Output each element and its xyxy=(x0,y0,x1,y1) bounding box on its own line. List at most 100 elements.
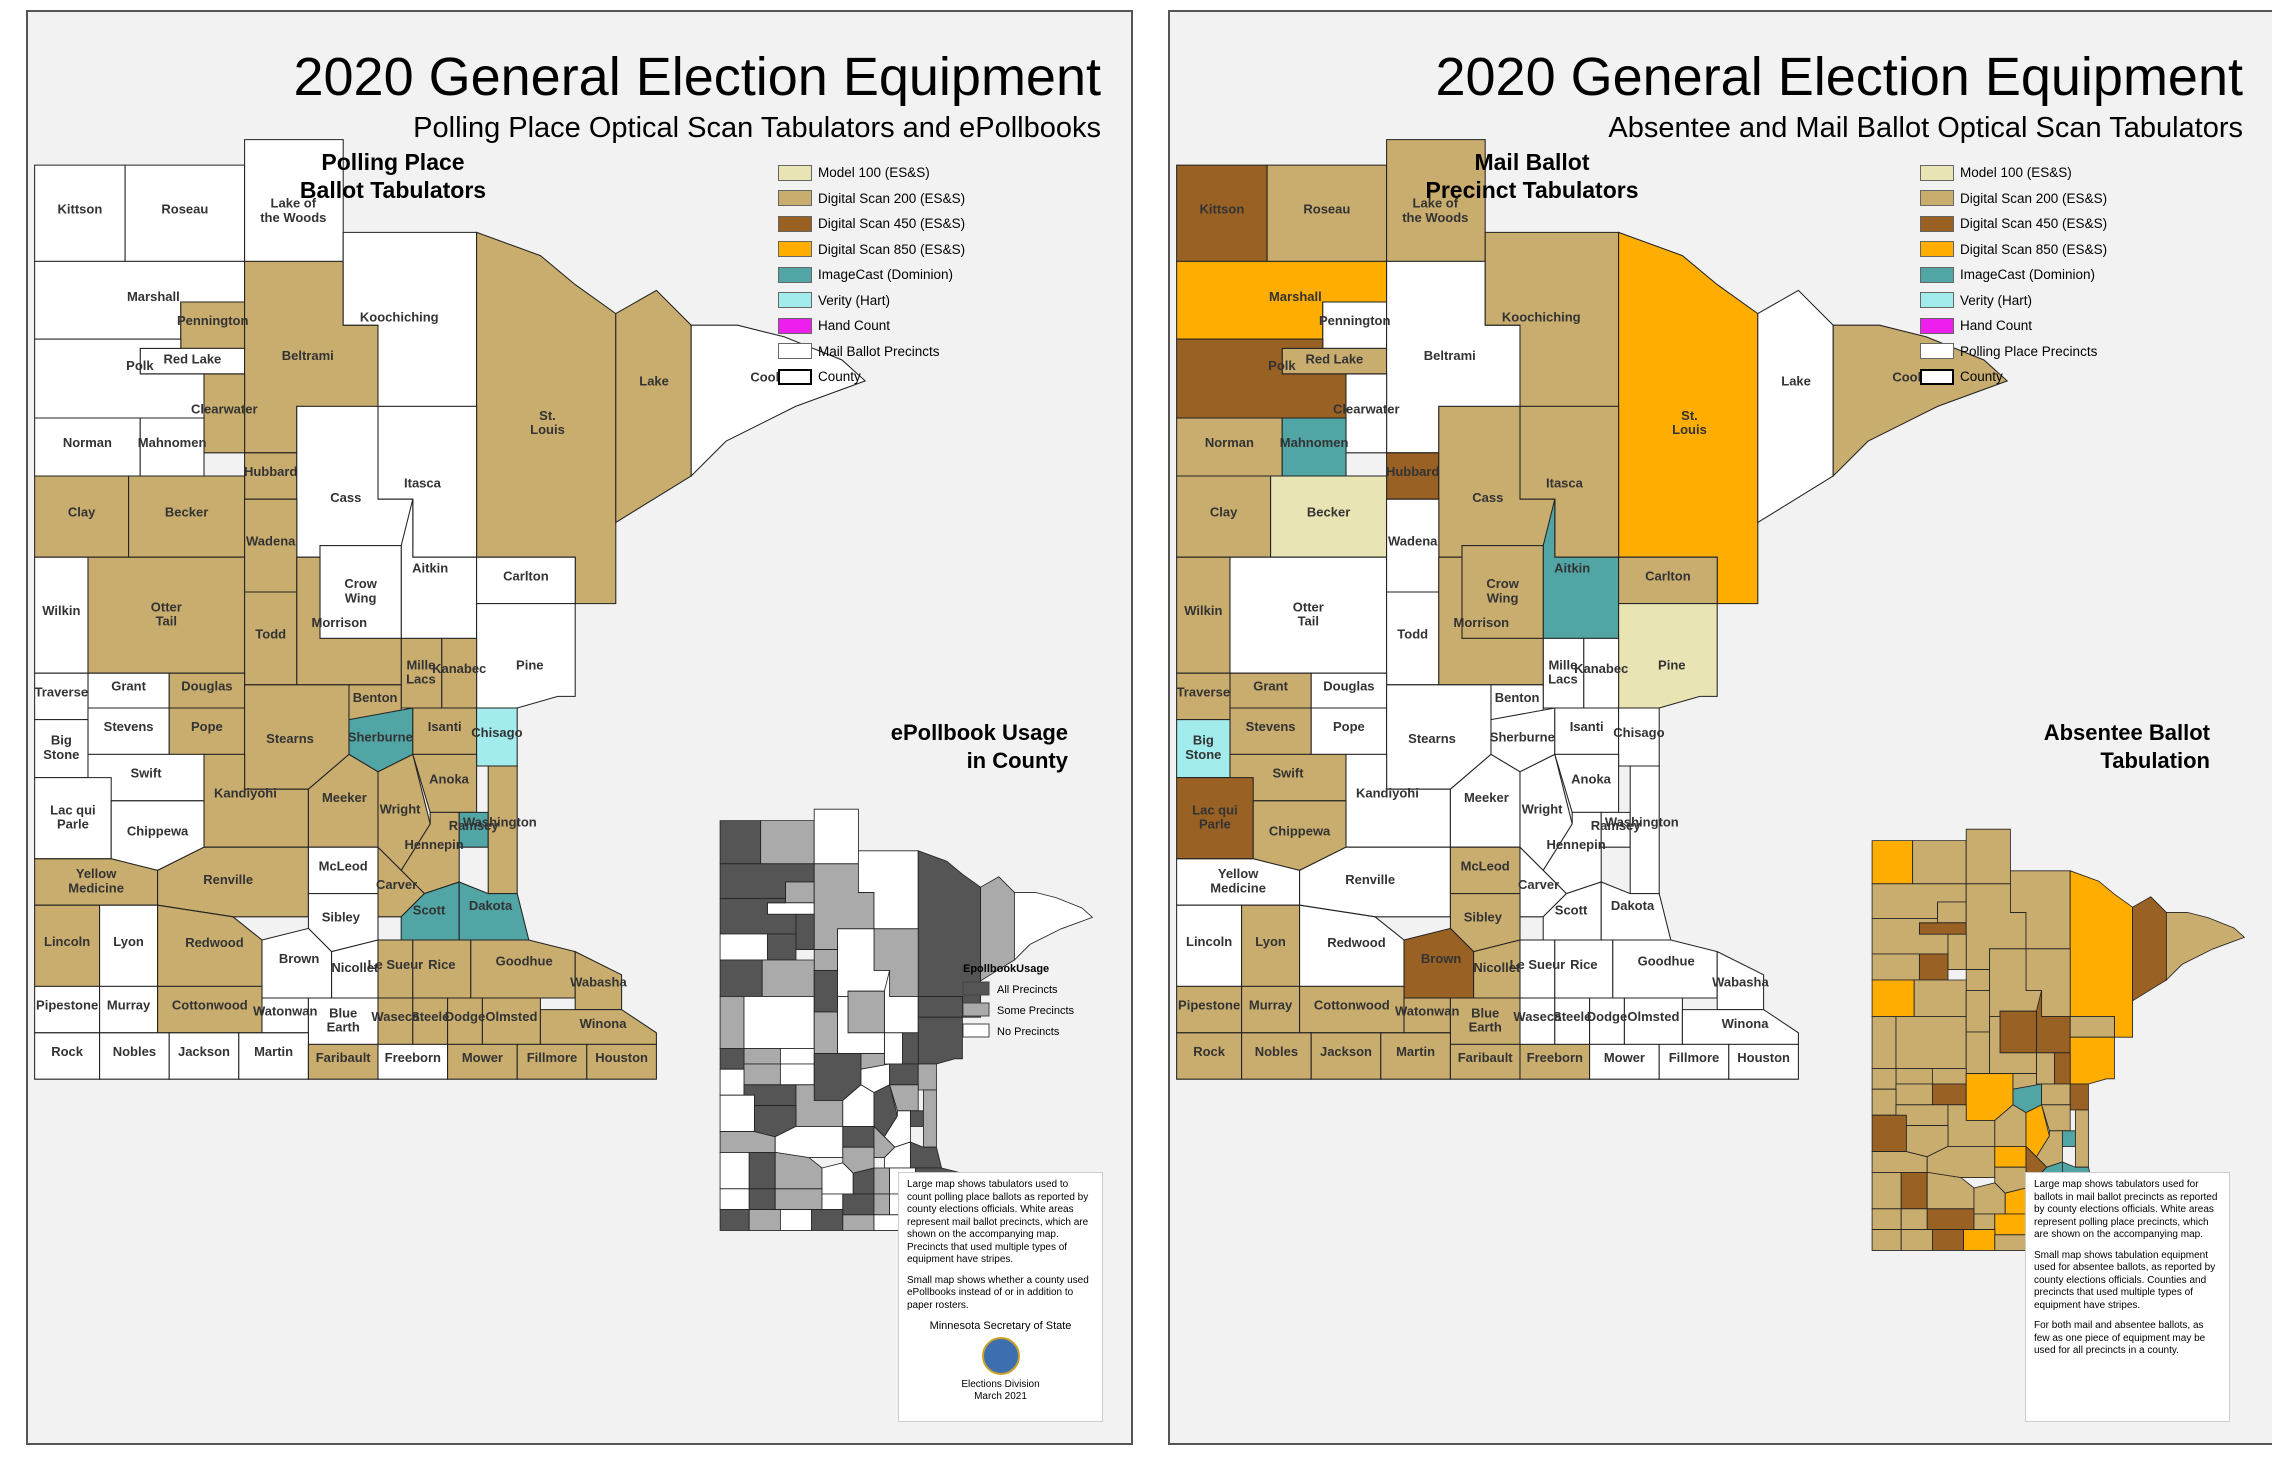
legend-swatch-digital-scan-200-es-s xyxy=(1920,190,1954,207)
inset-county-wadena xyxy=(813,969,839,1013)
legend-label-county: County xyxy=(818,369,861,385)
legend-row-model-100-es-s: Model 100 (ES&S) xyxy=(778,160,965,186)
county-label-wilkin: Wilkin xyxy=(42,603,80,618)
county-label-lac-qui-parle: Lac qui Parle xyxy=(1192,802,1238,831)
county-label-faribault: Faribault xyxy=(316,1050,372,1065)
inset-county-jackson xyxy=(779,1209,813,1231)
legend-swatch-hand-count xyxy=(1920,317,1954,334)
inset-county-isanti xyxy=(889,1063,919,1086)
county-label-lincoln: Lincoln xyxy=(1186,934,1232,949)
county-label-rice: Rice xyxy=(1570,957,1597,972)
epollbook-legend-some-precincts: Some Precincts xyxy=(997,1005,1075,1017)
county-label-itasca: Itasca xyxy=(404,476,442,491)
inset-county-watonwan xyxy=(821,1193,844,1211)
date-text: March 2021 xyxy=(974,1391,1027,1402)
inset-county-lincoln xyxy=(1871,1171,1902,1210)
county-houston xyxy=(586,1043,657,1080)
county-label-jackson: Jackson xyxy=(178,1044,230,1059)
epollbook-legend-title: EpollbookUsage xyxy=(963,963,1049,975)
inset-county-lake-of-the-woods xyxy=(1965,828,2011,885)
inset-county-washington xyxy=(2074,1109,2089,1168)
legend-swatch-county xyxy=(1920,368,1954,385)
inset-county-pope xyxy=(1931,1083,1967,1106)
county-label-roseau: Roseau xyxy=(161,201,208,216)
inset-county-wilkin xyxy=(1871,1015,1897,1069)
county-label-le-sueur: Le Sueur xyxy=(368,957,424,972)
inset-county-blue-earth xyxy=(842,1193,875,1216)
inset-county-clay xyxy=(1871,979,1915,1017)
inset-county-faribault xyxy=(1994,1234,2027,1251)
inset-county-douglas xyxy=(779,1047,815,1065)
legend-label-model-100-es-s: Model 100 (ES&S) xyxy=(1960,165,2072,181)
legend-label-polling-place-precincts: Polling Place Precincts xyxy=(1960,343,2098,359)
left-legend: Model 100 (ES&S) Digital Scan 200 (ES&S) D… xyxy=(778,160,965,390)
inset-county-murray xyxy=(748,1188,776,1211)
county-label-mcleod: McLeod xyxy=(1461,858,1510,873)
county-label-itasca: Itasca xyxy=(1546,476,1584,491)
inset-county-rock xyxy=(1871,1229,1902,1251)
county-label-douglas: Douglas xyxy=(1323,679,1374,694)
county-label-crow-wing: Crow Wing xyxy=(1486,576,1519,605)
county-layer xyxy=(34,139,867,1080)
county-label-blue-earth: Blue Earth xyxy=(327,1005,360,1034)
county-label-le-sueur: Le Sueur xyxy=(1510,957,1566,972)
county-label-cottonwood: Cottonwood xyxy=(172,998,248,1013)
county-label-lake: Lake xyxy=(1781,374,1811,389)
county-label-sherburne: Sherburne xyxy=(1490,730,1555,745)
county-dakota xyxy=(458,881,530,941)
legend-row-verity-hart: Verity (Hart) xyxy=(778,288,965,314)
inset-county-pope xyxy=(779,1063,815,1086)
inset-county-pine xyxy=(2069,1036,2115,1085)
county-label-yellow-medicine: Yellow Medicine xyxy=(1210,866,1266,895)
county-label-clay: Clay xyxy=(68,505,96,520)
legend-row-digital-scan-850-es-s: Digital Scan 850 (ES&S) xyxy=(778,237,965,263)
right-map-heading-1: Mail Ballot xyxy=(1474,149,1589,175)
county-label-washington: Washington xyxy=(463,814,537,829)
left-inset-heading-2: in County xyxy=(967,748,1069,773)
county-label-pipestone: Pipestone xyxy=(36,998,98,1013)
legend-label-digital-scan-200-es-s: Digital Scan 200 (ES&S) xyxy=(818,190,966,206)
legend-swatch-county xyxy=(778,368,812,385)
polling-place-map-panel: Kittson Roseau Lake of the Woods Marshall Pen… xyxy=(26,10,1133,1445)
county-label-anoka: Anoka xyxy=(429,771,470,786)
legend-label-verity-hart: Verity (Hart) xyxy=(818,292,891,308)
inset-county-big-stone xyxy=(1871,1088,1897,1116)
county-label-norman: Norman xyxy=(63,435,112,450)
county-label-lyon: Lyon xyxy=(113,934,144,949)
inset-county-martin xyxy=(811,1209,844,1231)
county-label-nobles: Nobles xyxy=(113,1044,156,1059)
county-label-lyon: Lyon xyxy=(1255,934,1286,949)
county-label-pennington: Pennington xyxy=(177,313,249,328)
inset-county-lake xyxy=(2132,896,2167,1002)
county-label-benton: Benton xyxy=(1495,690,1540,705)
county-label-cook: Cook xyxy=(750,369,783,384)
county-cook xyxy=(690,324,867,478)
county-label-cook: Cook xyxy=(1892,369,1925,384)
right-note-2: Small map shows tabulation equipment use… xyxy=(2034,1249,2216,1311)
right-note-box: Large map shows tabulators used for ball… xyxy=(2025,1172,2230,1422)
county-lake xyxy=(615,289,692,524)
absentee-inset-map xyxy=(1871,828,2246,1251)
right-inset-heading-2: Tabulation xyxy=(2100,748,2210,773)
inset-county-chisago xyxy=(917,1063,937,1091)
county-label-dakota: Dakota xyxy=(1611,898,1655,913)
inset-county-todd xyxy=(813,1011,839,1055)
legend-row-digital-scan-850-es-s: Digital Scan 850 (ES&S) xyxy=(1920,237,2107,263)
inset-county-ramsey xyxy=(2061,1130,2076,1147)
county-label-polk: Polk xyxy=(1268,358,1296,373)
county-label-chisago: Chisago xyxy=(1613,725,1664,740)
county-label-ramsey: Ramsey xyxy=(1591,818,1642,833)
inset-county-kanabec xyxy=(902,1032,919,1065)
inset-county-cottonwood xyxy=(1926,1208,1975,1231)
county-label-pipestone: Pipestone xyxy=(1178,998,1240,1013)
county-label-swift: Swift xyxy=(1272,766,1304,781)
inset-county-jackson xyxy=(1931,1229,1965,1251)
inset-county-wilkin xyxy=(719,995,745,1049)
right-legend: Model 100 (ES&S) Digital Scan 200 (ES&S) D… xyxy=(1920,160,2107,390)
county-label-renville: Renville xyxy=(203,872,253,887)
legend-label-imagecast-dominion: ImageCast (Dominion) xyxy=(818,267,954,283)
county-label-red-lake: Red Lake xyxy=(1305,351,1363,366)
county-label-wright: Wright xyxy=(1522,802,1564,817)
legend-row-county: County xyxy=(778,364,965,390)
inset-county-clay xyxy=(719,959,763,997)
